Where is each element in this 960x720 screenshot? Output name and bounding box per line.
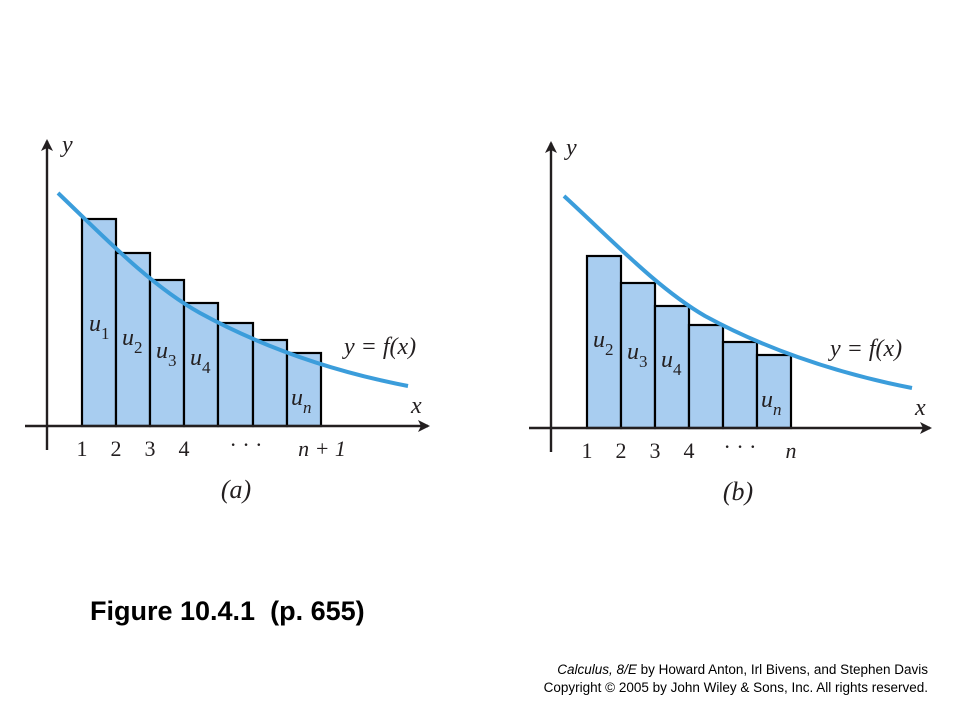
bar-label-b-3: u3 — [627, 339, 648, 371]
tick-label-b-4: 4 — [684, 438, 695, 463]
tick-label-b-3: 3 — [650, 438, 661, 463]
tick-label-b-2: 2 — [616, 438, 627, 463]
panel-label-a: (a) — [221, 475, 251, 504]
tick-label-a-2: 2 — [111, 436, 122, 461]
bar-b-5 — [687, 323, 725, 430]
tick-label-a-4: 4 — [179, 436, 190, 461]
tick-label-b-n: n — [786, 438, 797, 463]
x-axis-label-a: x — [410, 393, 422, 419]
bar-b-7 — [755, 353, 793, 430]
tick-label-a-ellipsis: · · · — [230, 432, 263, 457]
tick-label-a-n-plus-1: n + 1 — [298, 436, 346, 461]
bar-label-a-2: u2 — [122, 325, 143, 357]
credits-line-1: Calculus, 8/E by Howard Anton, Irl Biven… — [544, 661, 928, 679]
bar-label-a-1: u1 — [89, 311, 110, 343]
panel-a-bars — [80, 217, 323, 428]
credits-line-2: Copyright © 2005 by John Wiley & Sons, I… — [543, 680, 928, 695]
bar-label-b-4: u4 — [661, 347, 682, 379]
bar-label-a-3: u3 — [156, 338, 177, 370]
copyright-block: Calculus, 8/E by Howard Anton, Irl Biven… — [544, 661, 928, 697]
figure-page: (p. 655) — [270, 596, 365, 626]
x-axis-label-b: x — [914, 395, 926, 421]
y-axis-label-a: y — [60, 132, 73, 158]
bar-b-3 — [619, 281, 657, 430]
tick-label-b-ellipsis: · · · — [724, 434, 757, 459]
bar-a-6 — [251, 338, 289, 428]
bar-label-b-n: un — [761, 387, 782, 419]
figure-number: Figure 10.4.1 — [90, 596, 256, 626]
figure-caption: Figure 10.4.1 (p. 655) — [90, 596, 365, 627]
panel-b-bars — [585, 254, 793, 430]
authors: by Howard Anton, Irl Bivens, and Stephen… — [636, 662, 928, 677]
bar-a-1 — [80, 217, 118, 428]
tick-label-a-3: 3 — [145, 436, 156, 461]
curve-b — [562, 194, 913, 390]
bar-b-6 — [721, 340, 759, 430]
y-axis-label-b: y — [564, 135, 577, 161]
book-title: Calculus, 8/E — [557, 662, 637, 677]
tick-label-a-1: 1 — [77, 436, 88, 461]
bar-label-a-4: u4 — [190, 345, 211, 377]
panel-b: y x y = f(x) u2 u3 u4 un 1 2 3 4 · · · n… — [529, 135, 932, 506]
curve-label-a: y = f(x) — [342, 334, 416, 360]
panel-label-b: (b) — [723, 477, 753, 506]
bar-label-a-n: un — [291, 385, 312, 417]
curve-a — [56, 191, 409, 388]
panel-a: y x y = f(x) u1 u2 u3 u4 un 1 2 3 4 · · … — [25, 132, 430, 504]
curve-label-b: y = f(x) — [828, 336, 902, 362]
tick-label-b-1: 1 — [582, 438, 593, 463]
bar-label-b-2: u2 — [593, 327, 614, 359]
bar-b-4 — [653, 304, 691, 430]
